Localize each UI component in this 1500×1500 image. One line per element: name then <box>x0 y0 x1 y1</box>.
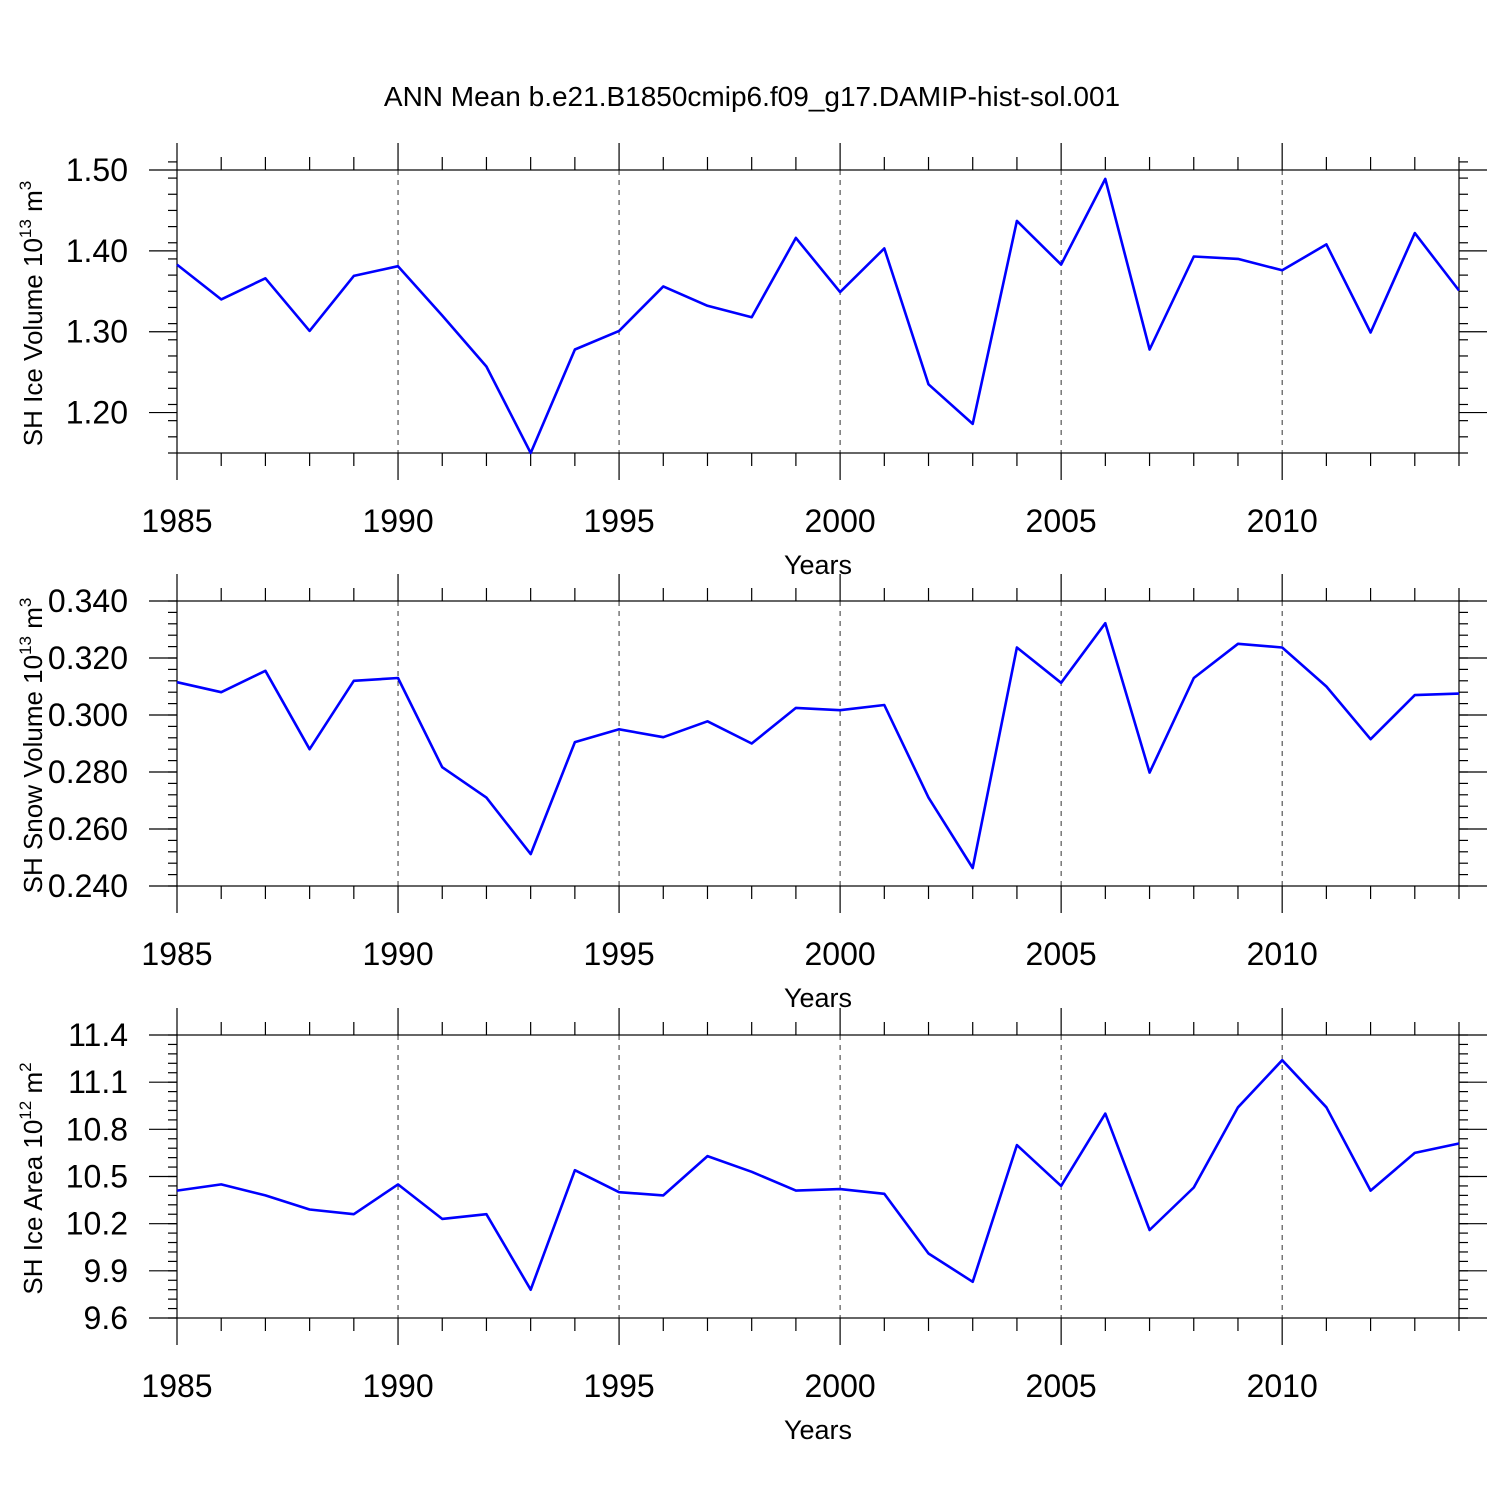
y-tick-label: 9.6 <box>84 1300 128 1336</box>
plot-frame <box>176 600 1460 887</box>
x-axis-title: Years <box>784 983 852 1013</box>
y-tick-label: 11.1 <box>68 1064 128 1100</box>
x-tick-label: 1990 <box>362 1368 433 1404</box>
x-tick-label: 2005 <box>1026 503 1097 539</box>
y-axis-title: SH Ice Area 1012 m2 <box>16 1062 48 1294</box>
y-tick-label: 11.4 <box>68 1017 128 1053</box>
x-axis-title: Years <box>784 1415 852 1445</box>
panel-1: 1.20 1.30 1.40 1.50 1985 1990 1995 2000 2005 2010… <box>16 143 1487 580</box>
y-tick-label: 10.2 <box>66 1206 128 1242</box>
y-tick-label: 1.50 <box>66 152 128 188</box>
x-tick-label: 2000 <box>805 936 876 972</box>
panel-2: 0.240 0.260 0.280 0.300 0.320 0.340 1985 1990 19… <box>16 574 1487 1013</box>
y-tick-label: 0.240 <box>48 868 128 904</box>
y-axis-title: SH Snow Volume 1013 m3 <box>16 598 48 894</box>
x-tick-label: 2010 <box>1247 503 1318 539</box>
y-tick-label: 0.300 <box>48 697 128 733</box>
x-tick-label: 1990 <box>362 936 433 972</box>
x-tick-label: 2010 <box>1247 936 1318 972</box>
x-tick-label: 1985 <box>141 936 212 972</box>
y-tick-label: 1.30 <box>66 314 128 350</box>
y-tick-label: 0.340 <box>48 583 128 619</box>
y-tick-label: 10.8 <box>66 1111 128 1147</box>
x-tick-label: 1995 <box>583 503 654 539</box>
y-axis-title: SH Ice Volume 1013 m3 <box>16 181 48 446</box>
x-tick-label: 1995 <box>583 1368 654 1404</box>
series-line <box>176 621 1460 870</box>
x-tick-label: 2000 <box>805 1368 876 1404</box>
y-tick-label: 0.320 <box>48 640 128 676</box>
y-tick-label: 9.9 <box>84 1253 128 1289</box>
x-tick-label: 1990 <box>362 503 433 539</box>
panel-3: 9.6 9.9 10.2 10.5 10.8 11.1 11.4 1985 1990 1995 20… <box>16 1008 1487 1445</box>
x-tick-label: 1985 <box>141 1368 212 1404</box>
x-axis-title: Years <box>784 550 852 580</box>
x-tick-label: 1985 <box>141 503 212 539</box>
y-tick-label: 1.20 <box>66 395 128 431</box>
figure-title: ANN Mean b.e21.B1850cmip6.f09_g17.DAMIP-… <box>384 81 1120 112</box>
plot-frame <box>176 169 1460 454</box>
x-tick-label: 1995 <box>583 936 654 972</box>
y-tick-label: 0.280 <box>48 754 128 790</box>
x-tick-label: 2005 <box>1026 936 1097 972</box>
x-tick-label: 2000 <box>805 503 876 539</box>
x-tick-label: 2005 <box>1026 1368 1097 1404</box>
series-line <box>176 1058 1460 1291</box>
y-tick-label: 0.260 <box>48 811 128 847</box>
y-tick-label: 1.40 <box>66 233 128 269</box>
y-tick-label: 10.5 <box>66 1159 128 1195</box>
series-line <box>176 177 1461 455</box>
x-tick-label: 2010 <box>1247 1368 1318 1404</box>
